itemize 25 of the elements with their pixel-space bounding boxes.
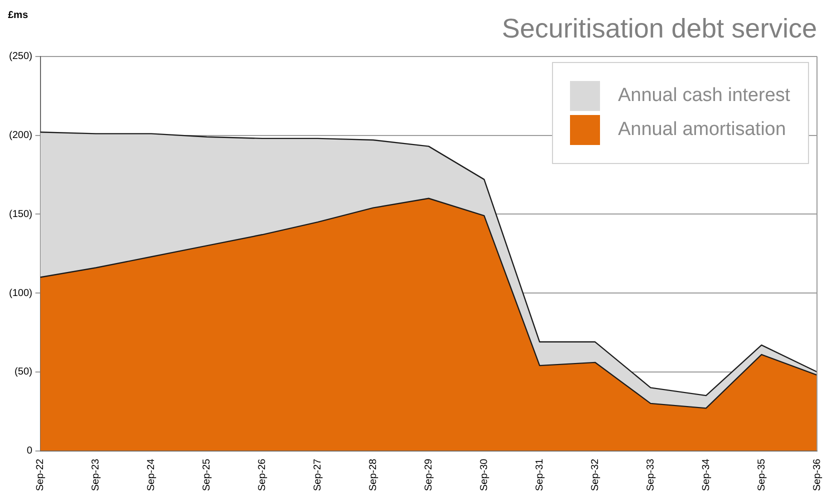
x-tick-label: Sep-22 <box>35 458 46 492</box>
x-tick-label: Sep-36 <box>812 458 823 492</box>
x-tick-label: Sep-29 <box>423 458 434 492</box>
y-tick-label: (50) <box>14 366 32 378</box>
x-tick-label: Sep-30 <box>478 458 490 492</box>
x-tick-label: Sep-32 <box>590 458 601 492</box>
legend-label: Annual amortisation <box>618 119 786 142</box>
x-tick-label: Sep-25 <box>202 458 213 492</box>
y-tick-label: (150) <box>8 208 32 220</box>
x-tick-label: Sep-33 <box>645 458 656 492</box>
x-tick-label: Sep-31 <box>534 458 546 492</box>
x-tick-label: Sep-24 <box>146 458 158 492</box>
y-tick-label: 0 <box>26 446 33 457</box>
y-tick-label: (100) <box>8 288 32 299</box>
x-tick-label: Sep-28 <box>368 458 379 492</box>
y-axis-title: £ms <box>8 10 28 21</box>
x-tick-label: Sep-26 <box>256 458 268 492</box>
x-tick-label: Sep-23 <box>90 458 102 492</box>
legend-label: Annual cash interest <box>618 85 790 108</box>
x-tick-label: Sep-27 <box>312 458 324 492</box>
x-tick-label: Sep-35 <box>756 458 768 492</box>
y-tick-label: (200) <box>8 130 32 142</box>
y-tick-label: (250) <box>8 51 32 62</box>
x-tick-label: Sep-34 <box>700 458 712 492</box>
chart-title: Securitisation debt service <box>502 14 817 44</box>
